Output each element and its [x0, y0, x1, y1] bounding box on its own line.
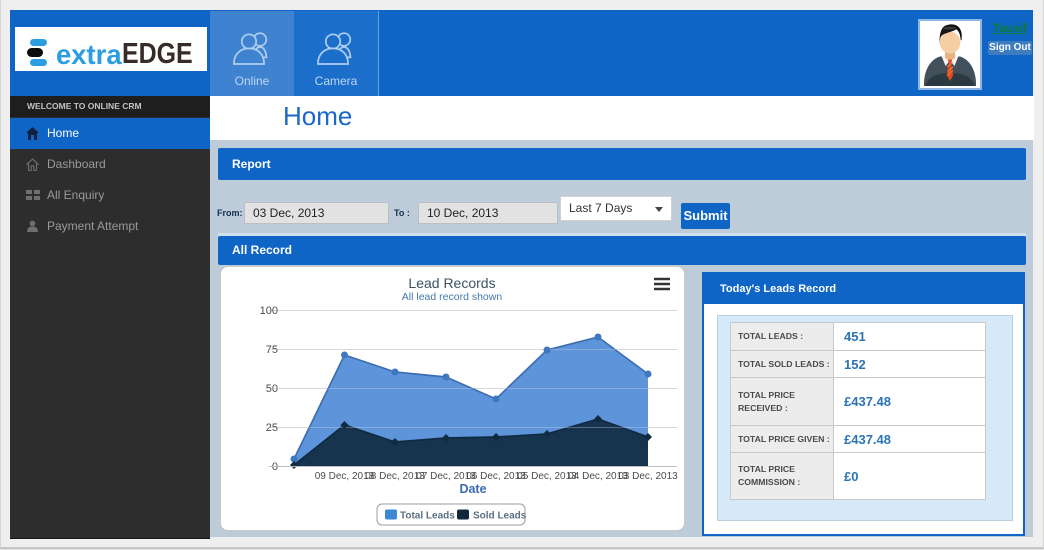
svg-text:Date: Date	[459, 482, 486, 496]
svg-text:05 Dec, 2013: 05 Dec, 2013	[517, 471, 577, 482]
svg-text:All lead record shown: All lead record shown	[402, 291, 503, 303]
svg-text:25: 25	[266, 422, 278, 434]
svg-text:Total Leads: Total Leads	[400, 511, 455, 522]
svg-text:Sold Leads: Sold Leads	[473, 511, 527, 522]
svg-text:03 Dec, 2013: 03 Dec, 2013	[618, 471, 678, 482]
svg-text:04 Dec, 2013: 04 Dec, 2013	[568, 471, 628, 482]
svg-text:08 Dec, 2013: 08 Dec, 2013	[365, 471, 425, 482]
svg-text:06 Dec, 2013: 06 Dec, 2013	[466, 471, 526, 482]
svg-text:09 Dec, 2013: 09 Dec, 2013	[315, 471, 375, 482]
svg-text:75: 75	[266, 344, 278, 356]
svg-text:100: 100	[260, 305, 278, 317]
svg-text:Lead Records: Lead Records	[408, 275, 495, 291]
svg-text:07 Dec, 2013: 07 Dec, 2013	[416, 471, 476, 482]
svg-text:50: 50	[266, 383, 278, 395]
